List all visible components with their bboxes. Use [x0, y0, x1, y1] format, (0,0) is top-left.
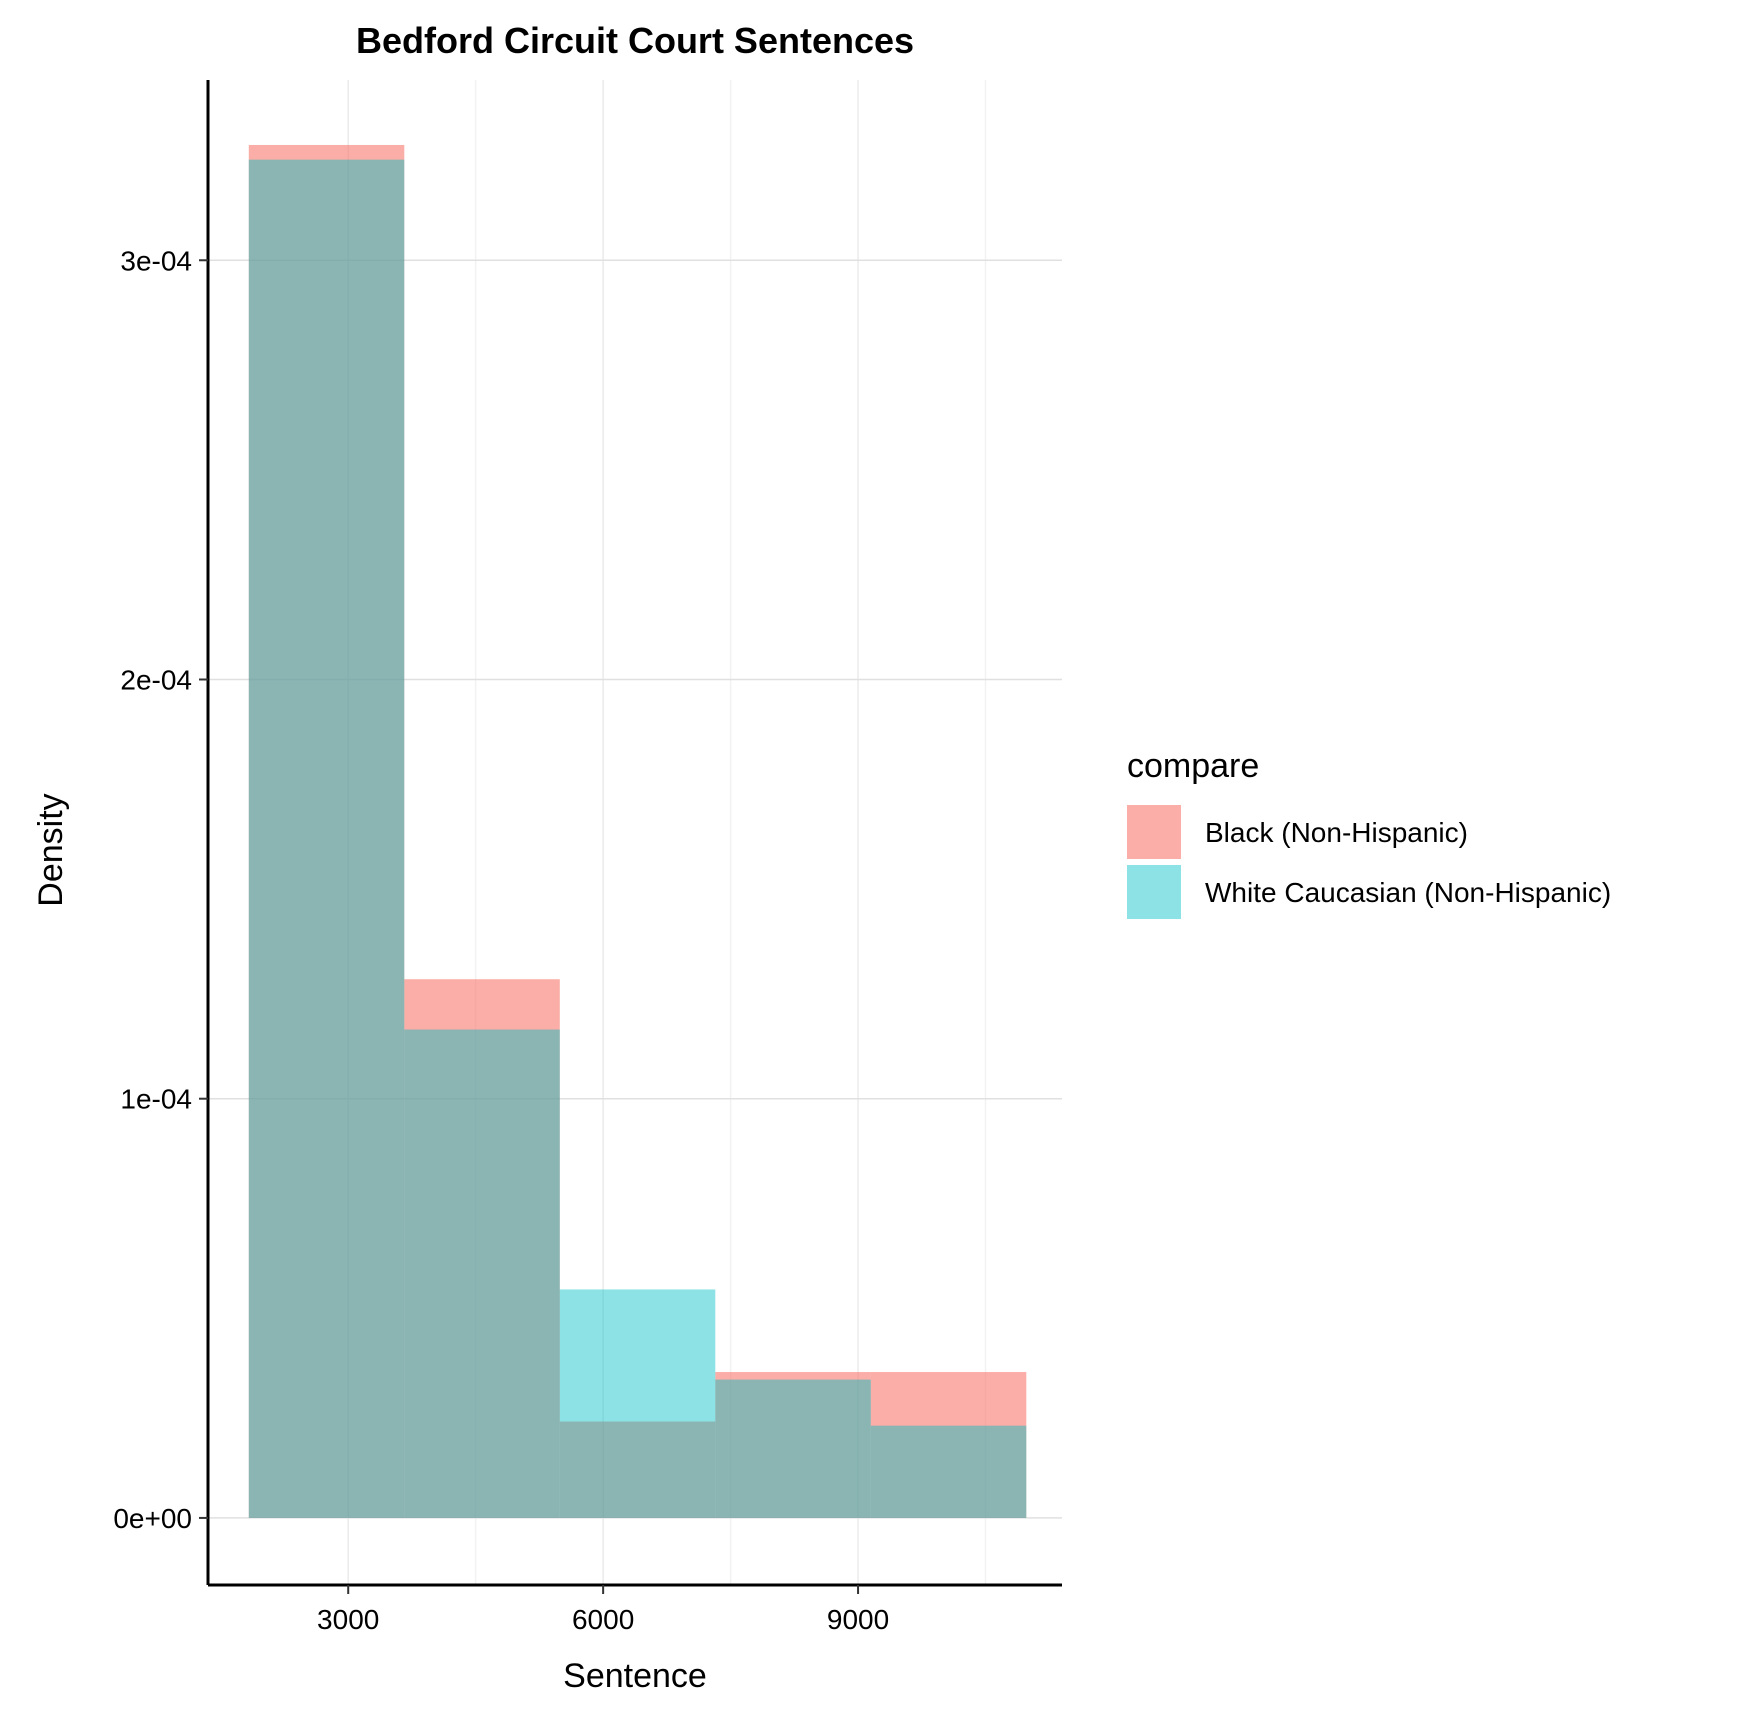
y-tick-label: 1e-04 — [120, 1084, 192, 1115]
legend-label: White Caucasian (Non-Hispanic) — [1205, 877, 1611, 908]
histogram-bar — [404, 1029, 560, 1518]
y-tick-label: 0e+00 — [113, 1503, 192, 1534]
histogram-bar — [870, 1372, 1027, 1518]
series-1-bars — [248, 159, 1027, 1518]
x-axis-title: Sentence — [563, 1657, 707, 1695]
histogram-bar — [404, 979, 560, 1518]
y-tick-label: 2e-04 — [120, 664, 192, 695]
histogram-bar — [870, 1425, 1027, 1518]
histogram-bar — [559, 1421, 716, 1518]
x-tick-label: 9000 — [827, 1604, 889, 1635]
histogram-bars — [248, 144, 1027, 1518]
y-tick-label: 3e-04 — [120, 245, 192, 276]
x-tick-label: 3000 — [317, 1604, 379, 1635]
histogram-bar — [248, 159, 405, 1518]
legend: compare Black (Non-Hispanic) White Caucas… — [1127, 747, 1611, 919]
histogram-bar — [715, 1379, 871, 1518]
chart-title: Bedford Circuit Court Sentences — [356, 20, 914, 61]
legend-title: compare — [1127, 747, 1259, 785]
histogram-bar — [715, 1372, 871, 1518]
histogram-bar — [248, 144, 405, 1518]
x-tick-label: 6000 — [572, 1604, 634, 1635]
legend-key-bg — [1127, 865, 1181, 919]
legend-swatch — [1127, 805, 1181, 859]
legend-label: Black (Non-Hispanic) — [1205, 817, 1468, 848]
legend-swatch — [1127, 865, 1181, 919]
series-0-bars — [248, 144, 1027, 1518]
axes: 3000 6000 9000 0e+00 1e-04 2e-04 3e-04 — [113, 80, 1062, 1635]
histogram-bar — [559, 1289, 716, 1518]
y-axis-title: Density — [32, 793, 70, 906]
